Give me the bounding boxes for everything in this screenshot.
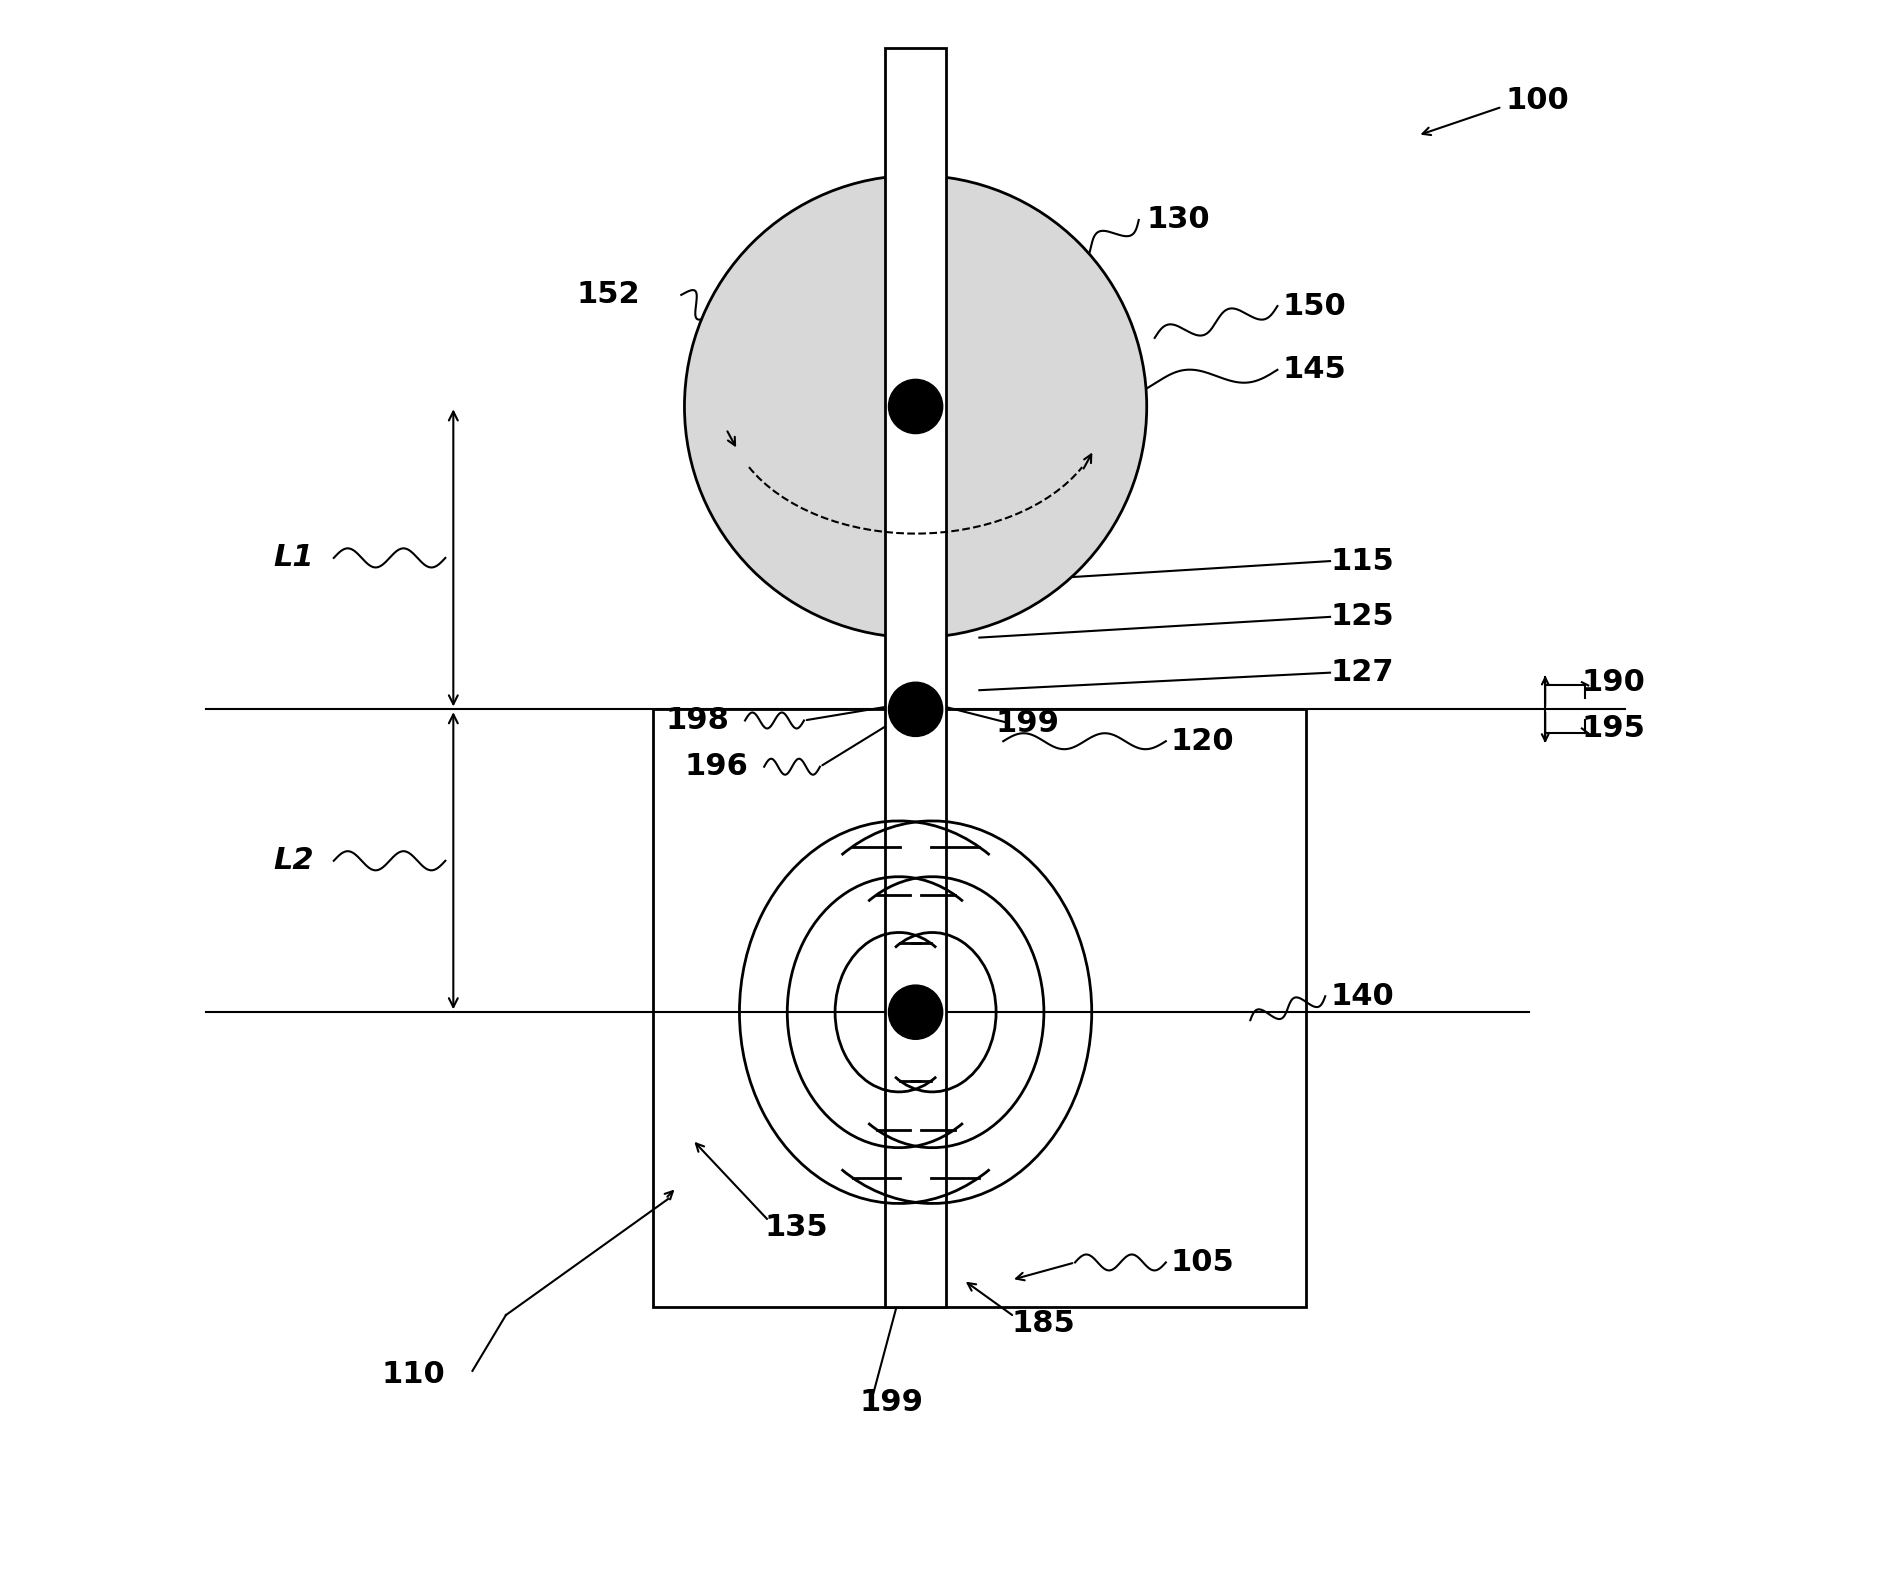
Bar (652, 709, 1306, 1307)
Text: 145: 145 (1281, 355, 1345, 384)
Text: 199: 199 (861, 1388, 924, 1417)
Text: 115: 115 (1330, 547, 1394, 575)
Circle shape (889, 682, 943, 736)
Text: 120: 120 (1171, 727, 1235, 756)
Text: L2: L2 (274, 846, 314, 875)
Text: 196: 196 (684, 752, 748, 781)
Text: 135: 135 (765, 1213, 829, 1242)
Text: 100: 100 (1505, 86, 1569, 115)
Text: 198: 198 (665, 706, 729, 735)
Text: 152: 152 (577, 281, 639, 309)
Text: 195: 195 (1582, 714, 1646, 743)
Circle shape (684, 175, 1146, 638)
Text: 190: 190 (1582, 668, 1646, 697)
Text: 125: 125 (1330, 603, 1394, 631)
Text: 105: 105 (1171, 1248, 1235, 1277)
Text: 127: 127 (1330, 658, 1394, 687)
Text: 150: 150 (1281, 292, 1345, 320)
Text: 140: 140 (1330, 982, 1394, 1011)
Circle shape (889, 985, 943, 1039)
Circle shape (889, 379, 943, 434)
Text: 130: 130 (1146, 206, 1210, 234)
Text: 185: 185 (1011, 1309, 1075, 1337)
Text: 199: 199 (996, 709, 1060, 738)
Bar (885, 48, 945, 1307)
Text: L1: L1 (274, 544, 314, 572)
Text: 110: 110 (381, 1360, 445, 1388)
